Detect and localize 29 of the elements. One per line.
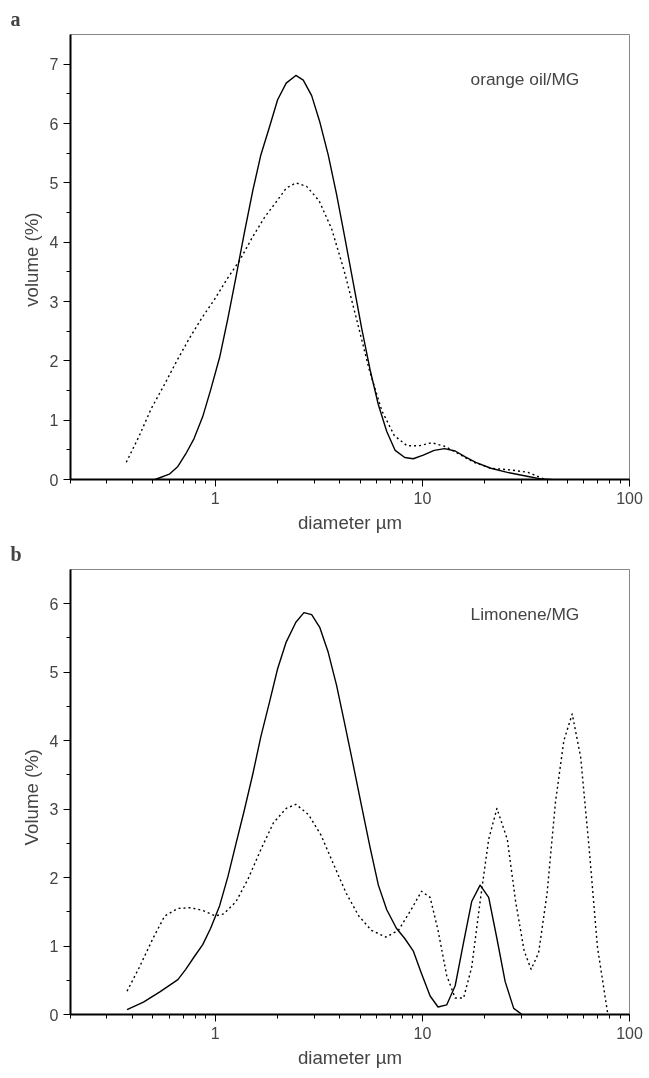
y-tick-label: 3	[49, 801, 59, 819]
y-axis-title: Volume (%)	[20, 748, 42, 846]
x-tick-label: 1	[210, 1024, 220, 1042]
y-tick-label: 5	[49, 664, 59, 682]
x-tick-label: 100	[616, 1024, 643, 1042]
chart-title: a	[10, 7, 21, 30]
y-tick-label: 5	[49, 174, 59, 192]
x-tick-label: 1	[210, 489, 220, 507]
y-tick-label: 0	[49, 1006, 59, 1024]
y-tick-label: 4	[49, 732, 59, 750]
y-tick-label: 6	[49, 115, 59, 133]
x-tick-label: 10	[413, 489, 432, 507]
y-tick-label: 1	[49, 938, 59, 956]
y-tick-label: 7	[49, 56, 59, 74]
annotation: Limonene/MG	[470, 604, 580, 624]
y-tick-label: 0	[49, 471, 59, 489]
y-tick-label: 6	[49, 595, 59, 613]
y-tick-label: 4	[49, 234, 59, 252]
x-axis-title: diameter µm	[297, 511, 403, 533]
y-tick-label: 2	[49, 869, 59, 887]
x-tick-label: 10	[413, 1024, 432, 1042]
x-axis-title: diameter µm	[297, 1046, 403, 1068]
y-tick-label: 2	[49, 352, 59, 370]
y-axis-title: volume (%)	[20, 212, 42, 307]
y-tick-label: 1	[49, 412, 59, 430]
x-tick-label: 100	[616, 489, 643, 507]
annotation: orange oil/MG	[470, 69, 580, 89]
y-tick-label: 3	[49, 293, 59, 311]
chart-title: b	[10, 542, 22, 565]
